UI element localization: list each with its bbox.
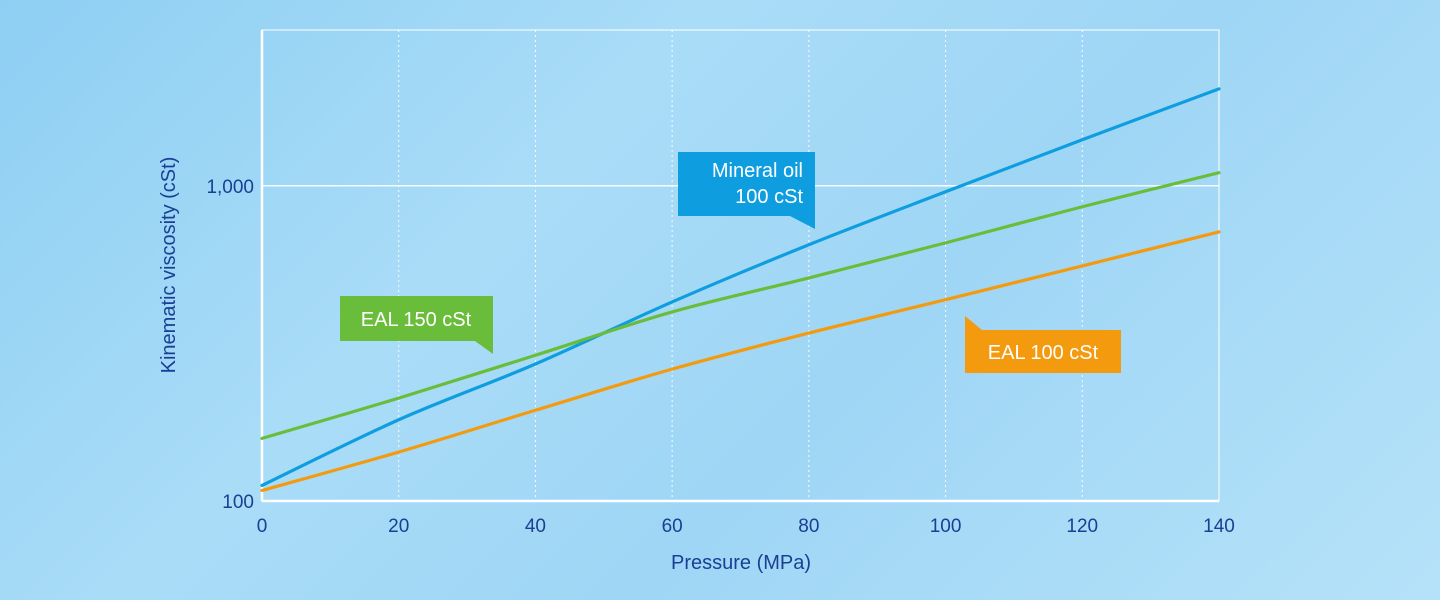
x-tick-label: 0 bbox=[257, 516, 268, 537]
label-eal-150-text: EAL 150 cSt bbox=[361, 309, 472, 331]
x-tick-label: 20 bbox=[388, 516, 409, 537]
x-tick-label: 40 bbox=[525, 516, 546, 537]
label-eal-150: EAL 150 cSt bbox=[340, 296, 493, 354]
x-axis-label: Pressure (MPa) bbox=[671, 552, 811, 574]
x-tick-label: 60 bbox=[662, 516, 683, 537]
label-eal-100: EAL 100 cSt bbox=[965, 316, 1121, 373]
x-tick-label: 140 bbox=[1203, 516, 1235, 537]
plot-frame bbox=[261, 29, 1220, 502]
series-line-1 bbox=[260, 171, 1221, 440]
series-line-2 bbox=[260, 230, 1221, 493]
x-tick-label: 120 bbox=[1066, 516, 1098, 537]
y-axis-label: Kinematic viscosity (cSt) bbox=[158, 157, 180, 374]
label-mineral-oil: Mineral oil 100 cSt bbox=[678, 152, 815, 229]
label-mineral-oil-line2: 100 cSt bbox=[735, 186, 803, 208]
label-eal-100-text: EAL 100 cSt bbox=[988, 342, 1099, 364]
label-mineral-oil-line1: Mineral oil bbox=[712, 160, 803, 182]
x-tick-label: 80 bbox=[798, 516, 819, 537]
y-tick-label: 1,000 bbox=[206, 177, 254, 198]
y-tick-label: 100 bbox=[222, 492, 254, 513]
x-tick-label: 100 bbox=[930, 516, 962, 537]
series-line-0 bbox=[260, 87, 1221, 488]
